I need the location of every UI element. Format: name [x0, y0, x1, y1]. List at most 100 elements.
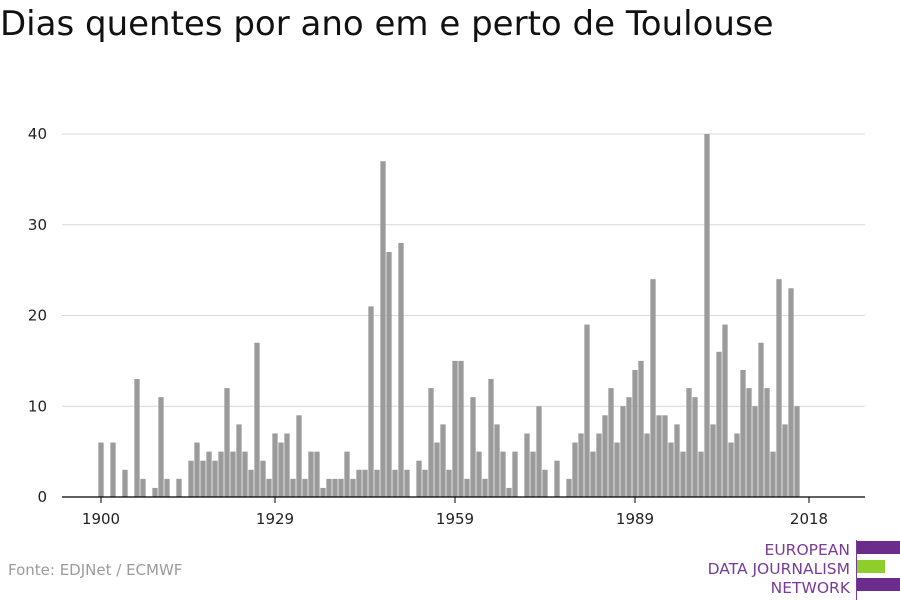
y-tick-label-0: 0 [37, 488, 47, 506]
bar-1953 [416, 460, 422, 497]
y-tick-label-20: 20 [28, 307, 47, 325]
logo-line-3: NETWORK [770, 579, 850, 597]
bar-1922 [230, 451, 236, 498]
bar-1936 [314, 451, 320, 498]
bar-1994 [662, 415, 668, 497]
bar-1906 [134, 379, 140, 497]
bar-2012 [770, 451, 776, 498]
bar-1937 [320, 487, 326, 497]
bar-1924 [242, 451, 248, 498]
bar-1907 [140, 478, 146, 497]
bar-1919 [212, 460, 218, 497]
bar-1929 [272, 433, 278, 497]
bar-1966 [494, 424, 500, 497]
gridlines [62, 133, 865, 407]
bar-1926 [254, 342, 260, 497]
bar-2016 [794, 406, 800, 497]
bar-1982 [590, 451, 596, 498]
bar-2003 [716, 351, 722, 497]
bar-1925 [248, 469, 254, 497]
logo-green-bar [857, 560, 885, 573]
bar-2004 [722, 324, 728, 497]
logo-line-1: EUROPEAN [764, 541, 850, 559]
bar-1900 [98, 442, 104, 497]
bar-1933 [296, 415, 302, 497]
x-tick-label-1959: 1959 [436, 510, 474, 528]
edjnet-logo: EUROPEAN DATA JOURNALISM NETWORK [700, 540, 900, 600]
bar-1938 [326, 478, 332, 497]
bar-1944 [362, 469, 368, 497]
bar-1999 [692, 397, 698, 497]
bar-1993 [656, 415, 662, 497]
bar-1957 [440, 424, 446, 497]
bar-1971 [524, 433, 530, 497]
y-tick-label-40: 40 [28, 125, 47, 143]
bar-1988 [626, 397, 632, 497]
bar-1935 [308, 451, 314, 498]
bar-1911 [164, 478, 170, 497]
bar-1974 [542, 469, 548, 497]
bar-1991 [644, 433, 650, 497]
x-tick-label-1989: 1989 [616, 510, 654, 528]
bar-1962 [470, 397, 476, 497]
bar-1965 [488, 379, 494, 497]
bar-1928 [266, 478, 272, 497]
bar-1980 [578, 433, 584, 497]
bar-1968 [506, 487, 512, 497]
bar-1931 [284, 433, 290, 497]
bar-1932 [290, 478, 296, 497]
x-tick-label-1929: 1929 [256, 510, 294, 528]
bar-1942 [350, 478, 356, 497]
bar-1909 [152, 487, 158, 497]
bar-1956 [434, 442, 440, 497]
bar-1987 [620, 406, 626, 497]
bar-1934 [302, 478, 308, 497]
bar-1904 [122, 469, 128, 497]
bar-1950 [398, 242, 404, 497]
y-tick-label-10: 10 [28, 397, 47, 415]
bar-1981 [584, 324, 590, 497]
logo-line-2: DATA JOURNALISM [707, 560, 850, 578]
bar-1930 [278, 442, 284, 497]
bar-2006 [734, 433, 740, 497]
bar-1954 [422, 469, 428, 497]
bar-1992 [650, 279, 656, 497]
bar-2008 [746, 388, 752, 497]
bar-1916 [194, 442, 200, 497]
bar-2000 [698, 451, 704, 498]
bar-1951 [404, 469, 410, 497]
bar-1967 [500, 451, 506, 498]
bar-1946 [374, 469, 380, 497]
x-tick-label-2018: 2018 [790, 510, 828, 528]
bar-1986 [614, 442, 620, 497]
bar-1983 [596, 433, 602, 497]
bar-2005 [728, 442, 734, 497]
bar-1959 [452, 360, 458, 498]
bar-1963 [476, 451, 482, 498]
bar-1917 [200, 460, 206, 497]
bar-1958 [446, 469, 452, 497]
bar-1961 [464, 478, 470, 497]
bar-1940 [338, 478, 344, 497]
bar-1976 [554, 460, 560, 497]
chart-title: Dias quentes por ano em e perto de Toulo… [0, 4, 774, 44]
bar-2009 [752, 406, 758, 497]
bar-1964 [482, 478, 488, 497]
bar-1960 [458, 360, 464, 498]
bar-1973 [536, 406, 542, 497]
bar-1978 [566, 478, 572, 497]
logo-divider [856, 540, 857, 600]
logo-purple-bar-top [857, 541, 900, 554]
y-tick-label-30: 30 [28, 216, 47, 234]
bar-1945 [368, 306, 374, 497]
bar-1927 [260, 460, 266, 497]
source-note: Fonte: EDJNet / ECMWF [8, 561, 183, 579]
bar-1915 [188, 460, 194, 497]
bar-1998 [686, 388, 692, 497]
bar-1902 [110, 442, 116, 497]
bar-2015 [788, 288, 794, 497]
bar-1948 [386, 251, 392, 497]
bar-2001 [704, 134, 710, 497]
bar-1941 [344, 451, 350, 498]
